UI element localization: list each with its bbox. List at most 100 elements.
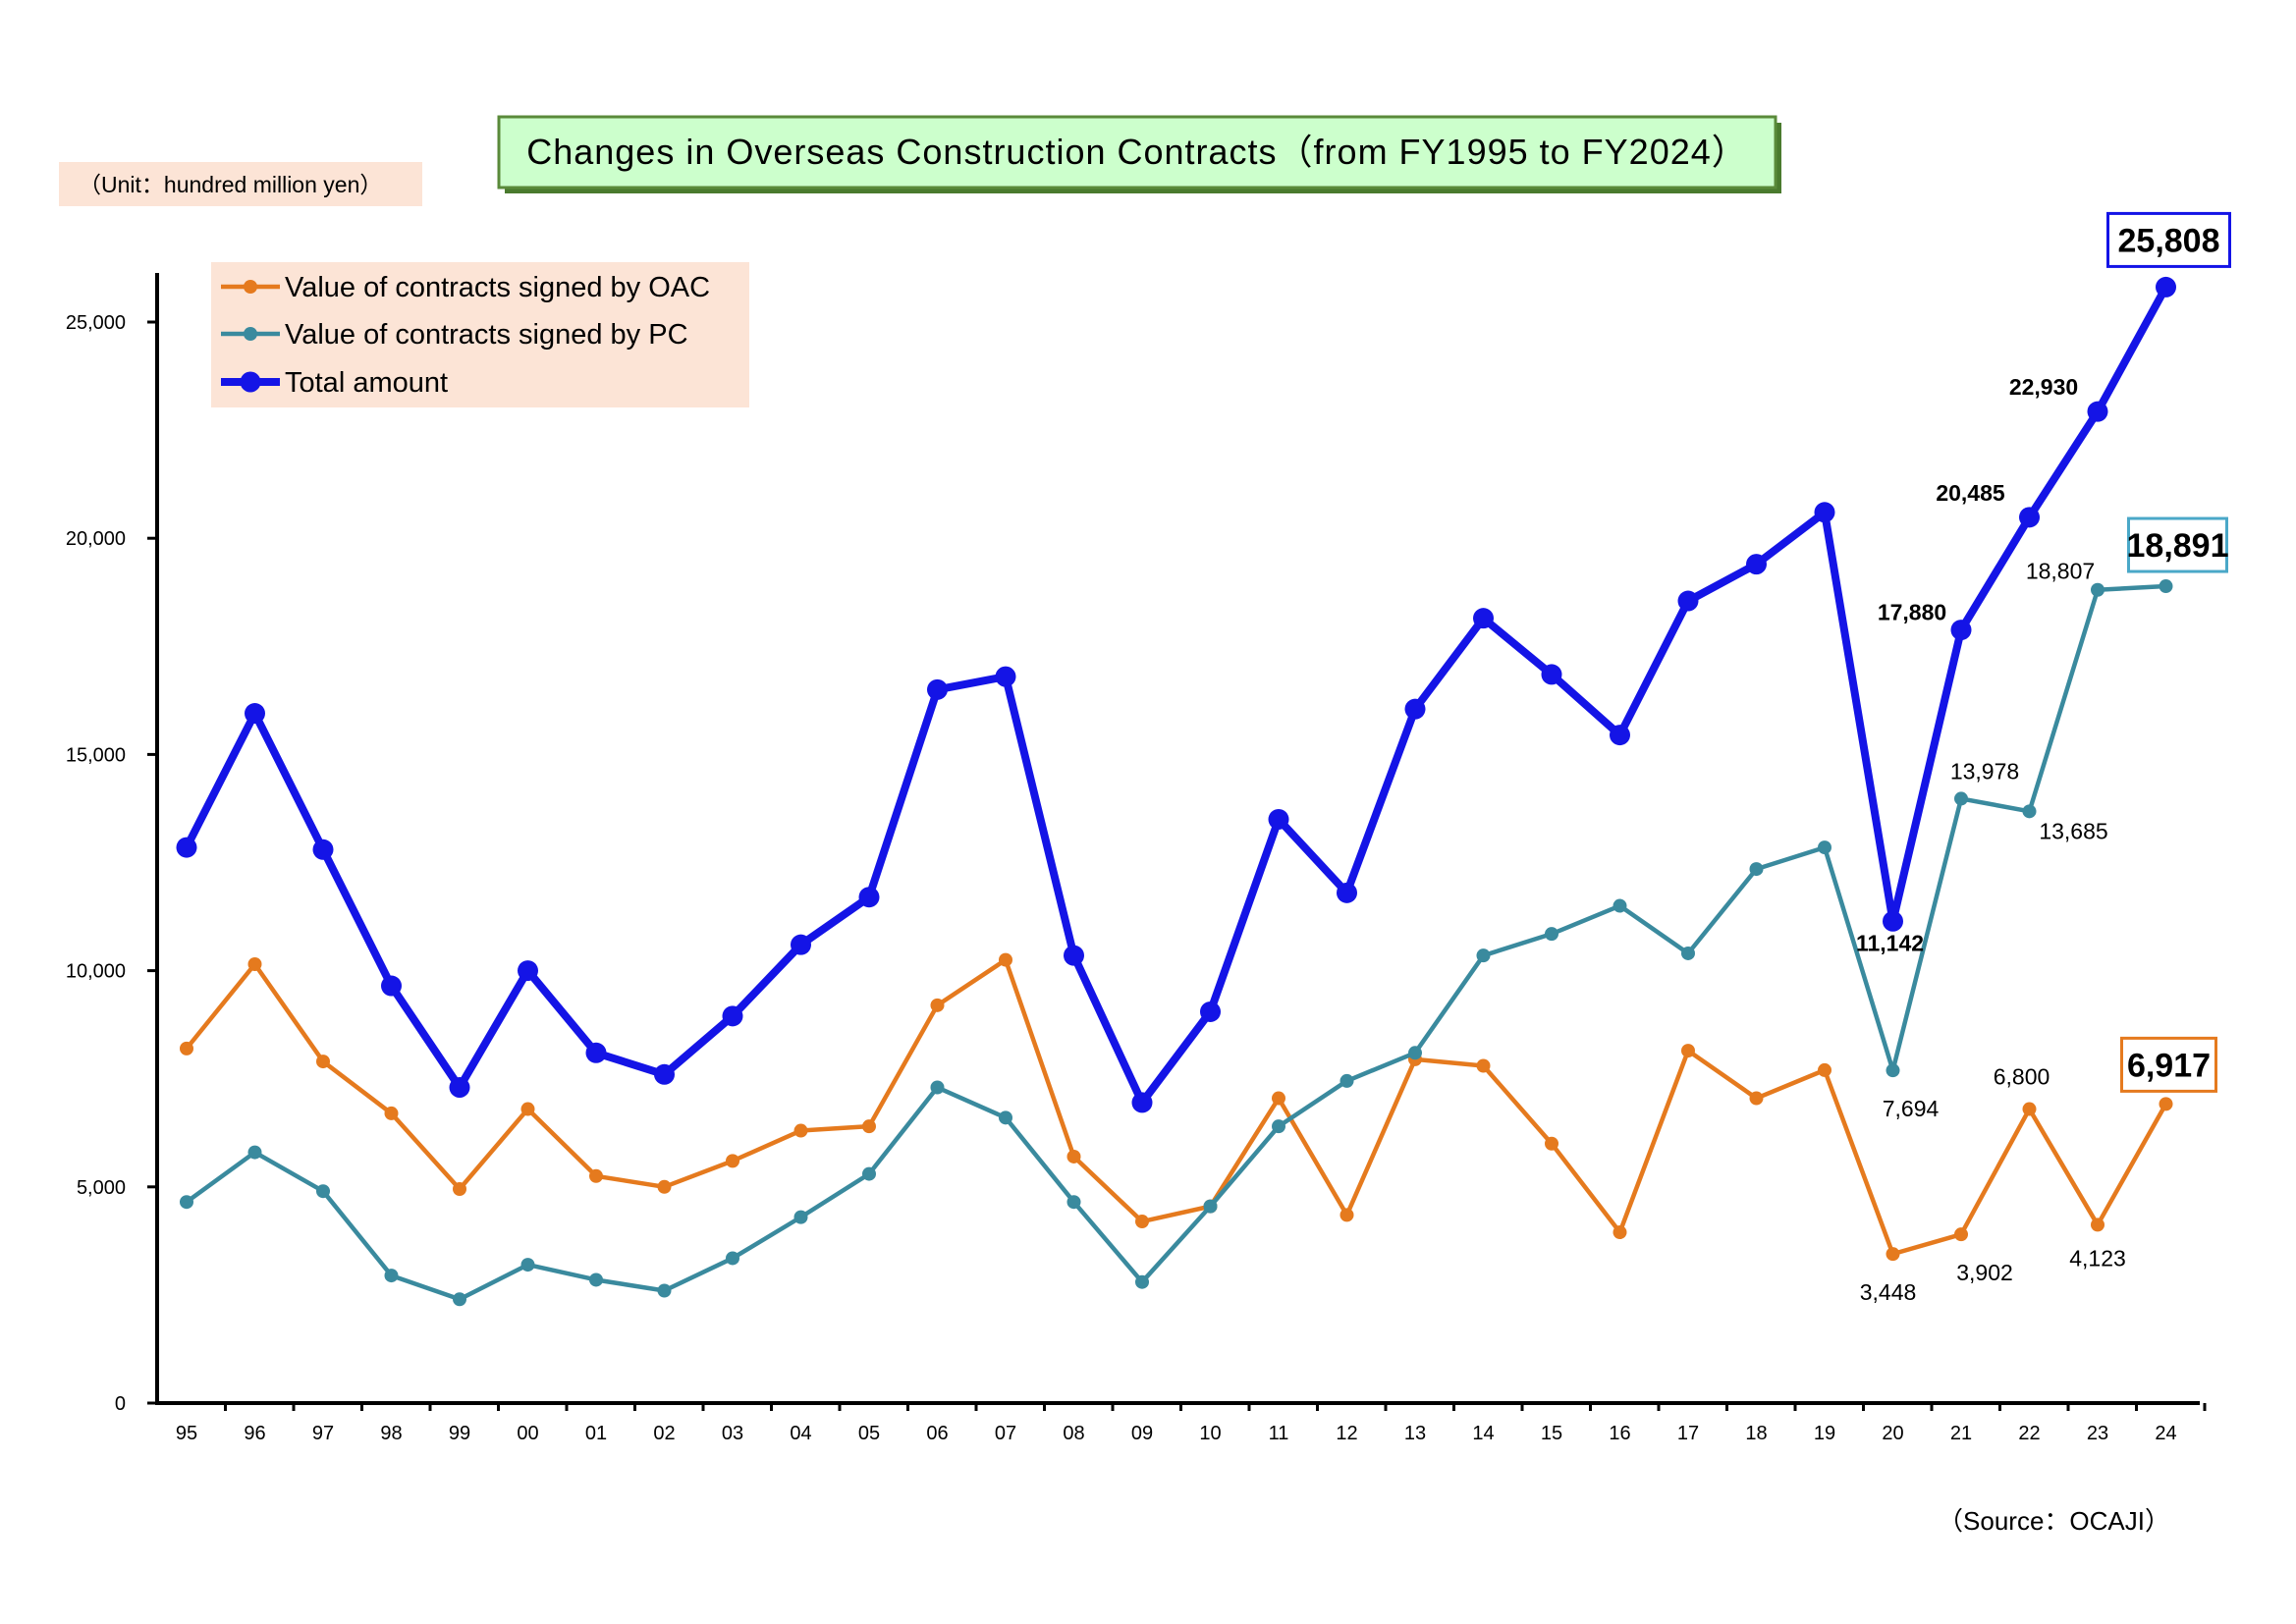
y-tick-label: 25,000 bbox=[66, 312, 126, 334]
data-point bbox=[1950, 620, 1972, 641]
data-point bbox=[1339, 1208, 1354, 1222]
data-point bbox=[453, 1292, 466, 1307]
data-point bbox=[1473, 608, 1494, 629]
data-point bbox=[1203, 1199, 1218, 1214]
data-point bbox=[1064, 945, 1084, 966]
data-point bbox=[1272, 1119, 1285, 1134]
data-point bbox=[1131, 1092, 1153, 1113]
x-tick-label: 04 bbox=[790, 1423, 811, 1444]
x-tick-label: 98 bbox=[380, 1423, 402, 1444]
data-point bbox=[930, 998, 945, 1012]
data-point bbox=[1954, 1227, 1968, 1242]
chart-title-box: Changes in Overseas Construction Contrac… bbox=[497, 115, 1781, 193]
y-tick-label: 20,000 bbox=[66, 528, 126, 550]
final-value-callout: 25,808 bbox=[2106, 211, 2231, 268]
x-axis-ticks: 95 96 97 98 99 00 01 02 03 04 05 06 07 08 09 10 11 12 13 14… bbox=[176, 1403, 2207, 1444]
data-point bbox=[2159, 1097, 2173, 1111]
x-tick-label: 09 bbox=[1131, 1423, 1153, 1444]
series-0 bbox=[180, 952, 2173, 1262]
data-point bbox=[180, 1195, 193, 1210]
x-tick-label: 21 bbox=[1950, 1423, 1972, 1444]
legend-marker bbox=[240, 371, 261, 393]
data-point bbox=[589, 1272, 603, 1287]
data-point bbox=[862, 1166, 876, 1181]
x-tick-label: 14 bbox=[1472, 1423, 1494, 1444]
callout-value: 25,808 bbox=[2118, 222, 2220, 259]
data-point bbox=[791, 934, 811, 955]
x-tick-label: 15 bbox=[1541, 1423, 1562, 1444]
callout-value: 18,891 bbox=[2127, 527, 2229, 565]
data-point bbox=[381, 975, 402, 997]
data-point bbox=[1135, 1215, 1149, 1229]
x-tick-label: 20 bbox=[1882, 1423, 1903, 1444]
data-point bbox=[654, 1063, 675, 1085]
x-tick-label: 17 bbox=[1677, 1423, 1699, 1444]
data-point bbox=[384, 1106, 399, 1120]
x-tick-label: 13 bbox=[1404, 1423, 1426, 1444]
data-label: 22,930 bbox=[2009, 374, 2078, 400]
data-point bbox=[1545, 1136, 1558, 1151]
x-tick-label: 12 bbox=[1336, 1423, 1357, 1444]
legend-marker bbox=[244, 327, 257, 341]
data-point bbox=[1272, 1091, 1285, 1106]
data-label: 7,694 bbox=[1883, 1096, 1940, 1121]
data-point bbox=[518, 960, 538, 982]
legend: Value of contracts signed by OAC Value of… bbox=[211, 262, 749, 407]
data-point bbox=[1883, 910, 1903, 932]
x-tick-label: 11 bbox=[1269, 1423, 1289, 1444]
data-point bbox=[1818, 1062, 1831, 1077]
data-label: 3,448 bbox=[1860, 1279, 1917, 1305]
data-point bbox=[2091, 1218, 2105, 1232]
data-point bbox=[726, 1154, 739, 1168]
y-tick-label: 15,000 bbox=[66, 744, 126, 766]
data-label: 6,800 bbox=[1994, 1064, 2050, 1090]
x-tick-label: 16 bbox=[1609, 1423, 1630, 1444]
data-label: 11,142 bbox=[1856, 930, 1924, 955]
x-tick-label: 18 bbox=[1745, 1423, 1767, 1444]
series-line bbox=[185, 583, 2166, 1302]
data-point bbox=[1886, 1063, 1900, 1078]
data-point bbox=[995, 666, 1016, 687]
x-tick-label: 07 bbox=[995, 1423, 1016, 1444]
axes bbox=[155, 273, 2200, 1405]
data-label: 18,807 bbox=[2026, 559, 2095, 584]
y-tick-label: 5,000 bbox=[77, 1177, 126, 1199]
data-point bbox=[999, 1110, 1012, 1125]
final-value-callout: 18,891 bbox=[2127, 516, 2229, 573]
series-1 bbox=[180, 579, 2173, 1307]
data-point bbox=[2022, 804, 2037, 819]
legend-label: Total amount bbox=[285, 367, 448, 399]
callout-box bbox=[2127, 516, 2228, 573]
data-point bbox=[1545, 927, 1558, 942]
data-point bbox=[1677, 590, 1699, 612]
data-point bbox=[245, 703, 265, 725]
data-point bbox=[1337, 882, 1357, 903]
callout-box bbox=[2120, 1036, 2217, 1093]
data-label: 13,685 bbox=[2039, 818, 2107, 843]
data-point bbox=[2159, 579, 2173, 594]
data-labels: 3,448 3,902 6,800 4,123 7,694 13,978 13,685 18,… bbox=[1856, 211, 2231, 1305]
final-value-callout: 6,917 bbox=[2120, 1036, 2217, 1093]
data-point bbox=[1954, 791, 1968, 806]
data-point bbox=[449, 1077, 470, 1099]
data-point bbox=[316, 1055, 330, 1069]
data-point bbox=[2019, 507, 2040, 528]
data-point bbox=[520, 1258, 535, 1272]
data-point bbox=[453, 1182, 466, 1197]
data-point bbox=[1749, 1091, 1764, 1106]
data-point bbox=[1613, 1225, 1627, 1240]
legend-background bbox=[211, 262, 749, 407]
callout-value: 6,917 bbox=[2127, 1047, 2211, 1084]
data-point bbox=[247, 1145, 262, 1160]
chart-title: Changes in Overseas Construction Contrac… bbox=[526, 132, 1748, 172]
data-point bbox=[999, 952, 1012, 967]
unit-label: （Unit：hundred million yen） bbox=[59, 162, 422, 206]
data-point bbox=[1339, 1073, 1354, 1088]
y-axis-ticks: 0 5,000 10,000 15,000 20,000 25,000 bbox=[66, 312, 157, 1415]
data-label: 17,880 bbox=[1878, 600, 1946, 625]
data-point bbox=[2091, 582, 2105, 597]
data-label: 20,485 bbox=[1936, 480, 2005, 506]
unit-text: （Unit：hundred million yen） bbox=[79, 172, 382, 197]
y-tick-label: 10,000 bbox=[66, 961, 126, 983]
data-point bbox=[1746, 554, 1767, 575]
